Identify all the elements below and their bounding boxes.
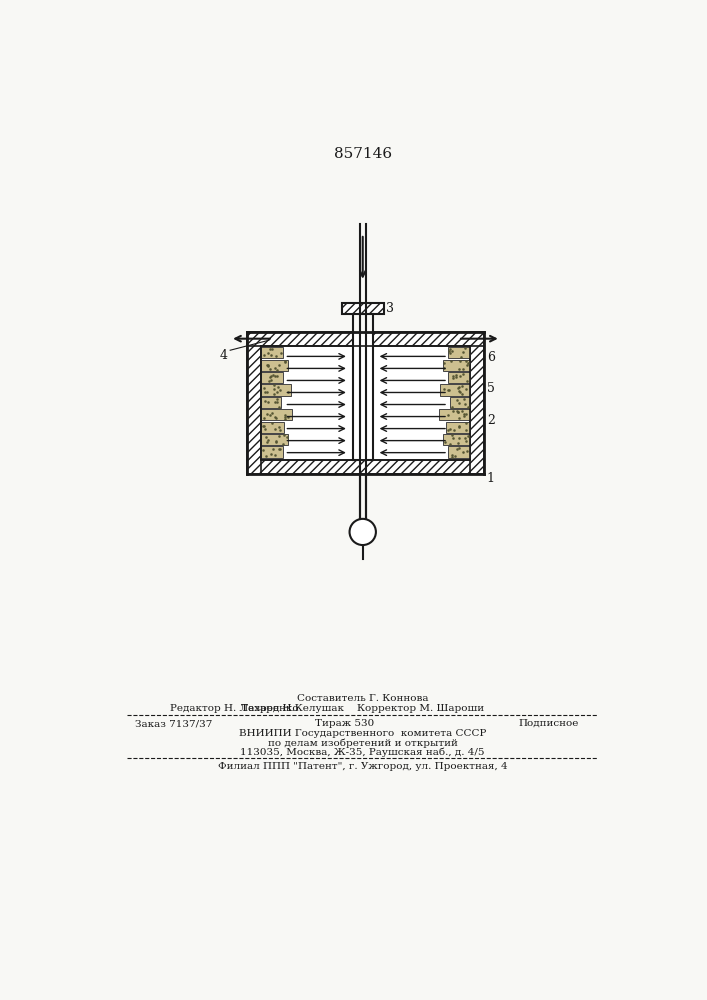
Bar bbox=[261, 409, 292, 420]
Bar bbox=[261, 397, 281, 408]
Bar bbox=[448, 347, 469, 358]
Bar bbox=[450, 397, 469, 408]
Text: 857146: 857146 bbox=[334, 147, 392, 161]
Text: 3: 3 bbox=[386, 302, 394, 315]
Bar bbox=[247, 332, 484, 474]
Bar bbox=[261, 360, 288, 371]
Bar bbox=[261, 347, 283, 358]
Text: 5: 5 bbox=[486, 382, 495, 395]
Text: по делам изобретений и открытий: по делам изобретений и открытий bbox=[268, 738, 457, 748]
Bar bbox=[261, 434, 288, 445]
Bar bbox=[261, 422, 284, 433]
Text: Составитель Г. Коннова: Составитель Г. Коннова bbox=[297, 694, 428, 703]
Text: Подписное: Подписное bbox=[518, 719, 579, 728]
Bar bbox=[438, 409, 469, 420]
Bar bbox=[261, 384, 291, 396]
Bar bbox=[443, 434, 469, 445]
Circle shape bbox=[349, 519, 376, 545]
Bar bbox=[247, 460, 484, 474]
Bar bbox=[247, 460, 484, 474]
Text: 113035, Москва, Ж-35, Раушская наб., д. 4/5: 113035, Москва, Ж-35, Раушская наб., д. … bbox=[240, 748, 485, 757]
Bar bbox=[440, 384, 469, 396]
Bar bbox=[373, 332, 484, 346]
Bar bbox=[261, 446, 283, 458]
Text: Техред Н.Келушак    Корректор М. Шароши: Техред Н.Келушак Корректор М. Шароши bbox=[241, 704, 484, 713]
Bar bbox=[247, 332, 261, 474]
Bar bbox=[373, 332, 484, 346]
Bar bbox=[469, 332, 484, 474]
Bar bbox=[247, 332, 261, 474]
Bar bbox=[448, 446, 469, 458]
Bar bbox=[448, 372, 469, 383]
Text: 4: 4 bbox=[220, 349, 228, 362]
Text: Тираж 530: Тираж 530 bbox=[315, 719, 374, 728]
Bar bbox=[443, 360, 469, 371]
Bar bbox=[247, 332, 353, 346]
Text: 1: 1 bbox=[486, 472, 495, 485]
Text: 6: 6 bbox=[486, 351, 495, 364]
Bar bbox=[446, 422, 469, 433]
Bar bbox=[261, 372, 283, 383]
Bar bbox=[341, 303, 384, 314]
Bar bbox=[469, 332, 484, 474]
Text: Филиал ППП "Патент", г. Ужгород, ул. Проектная, 4: Филиал ППП "Патент", г. Ужгород, ул. Про… bbox=[218, 762, 508, 771]
Text: ВНИИПИ Государственного  комитета СССР: ВНИИПИ Государственного комитета СССР bbox=[239, 729, 486, 738]
Bar bbox=[341, 303, 384, 314]
Bar bbox=[247, 332, 353, 346]
Text: Заказ 7137/37: Заказ 7137/37 bbox=[135, 719, 212, 728]
Bar bbox=[261, 346, 469, 460]
Text: 2: 2 bbox=[486, 414, 495, 427]
Text: Редактор Н. Лазаренко: Редактор Н. Лазаренко bbox=[170, 704, 298, 713]
